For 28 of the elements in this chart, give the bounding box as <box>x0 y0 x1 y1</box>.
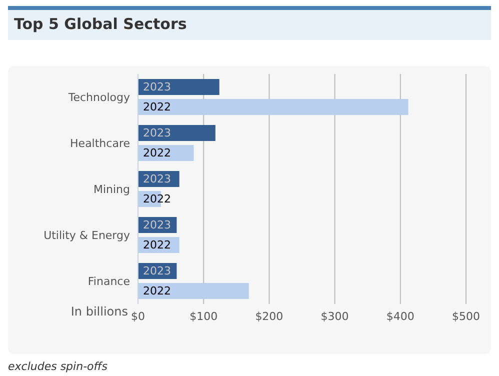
y-tick-label: Healthcare <box>70 136 130 150</box>
x-tick-label: $500 <box>452 310 480 323</box>
x-tick-label: $300 <box>320 310 349 323</box>
x-tick-label: $0 <box>131 310 145 323</box>
bar <box>138 125 216 141</box>
y-tick-label: Mining <box>93 182 130 196</box>
text: 2023 <box>143 218 171 232</box>
series-label: 2022 <box>143 100 171 114</box>
text: 2022 <box>143 146 171 160</box>
x-tick-label: $100 <box>190 310 218 323</box>
text: 2023 <box>143 126 171 140</box>
text: excludes spin-offs <box>8 360 108 373</box>
text: 2022 <box>143 284 171 298</box>
bar <box>138 99 408 115</box>
x-tick-label: $200 <box>255 310 284 323</box>
y-tick-label: Technology <box>67 90 130 104</box>
y-tick-label: Finance <box>88 274 130 288</box>
text: 2022 <box>143 238 171 252</box>
bar <box>138 79 220 95</box>
bar <box>138 283 249 299</box>
x-axis-title: In billions <box>70 304 128 318</box>
text: 2023 <box>143 264 171 278</box>
chart-title: Top 5 Global Sectors <box>14 15 187 33</box>
x-tick-label: $400 <box>386 310 414 323</box>
text: 2022 <box>143 192 171 206</box>
text: 2023 <box>143 172 171 186</box>
y-tick-label: Utility & Energy <box>44 228 130 242</box>
series-label: 2023 <box>143 80 171 94</box>
